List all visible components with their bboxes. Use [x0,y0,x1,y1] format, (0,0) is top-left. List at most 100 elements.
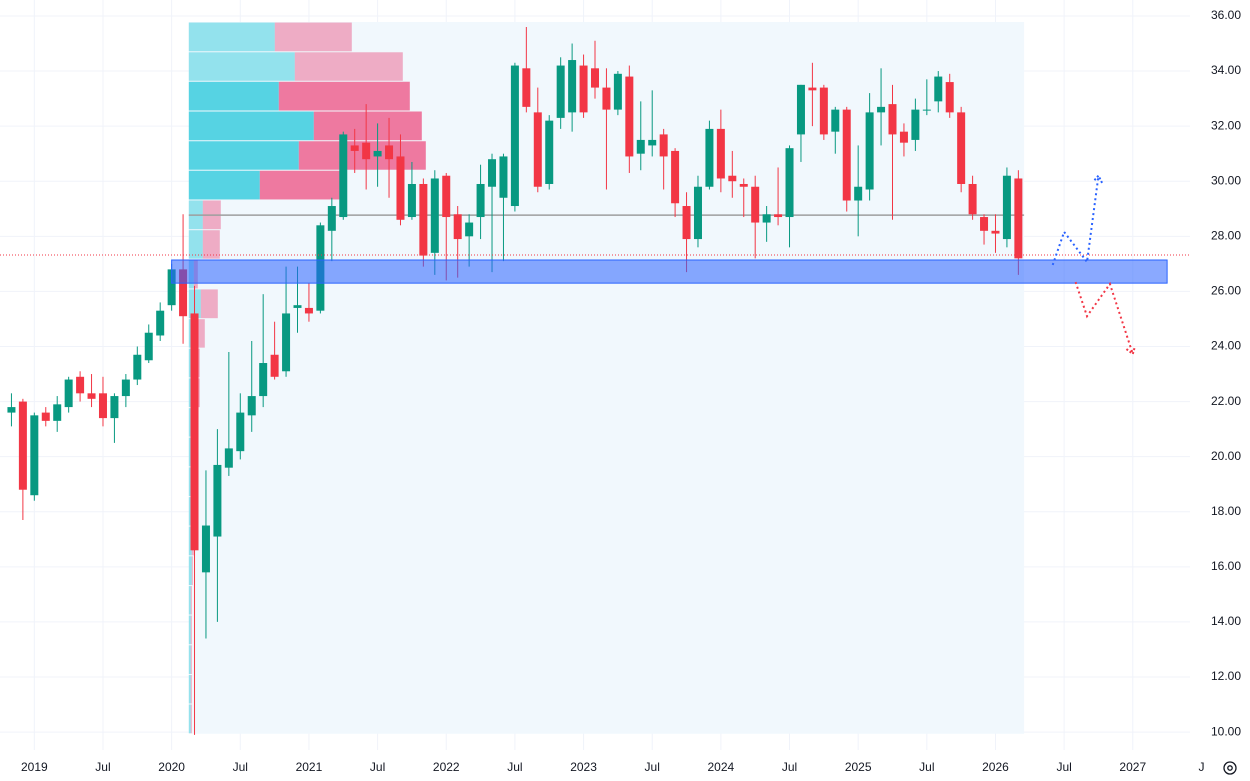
x-tick-label: 2026 [982,760,1009,774]
y-tick-label: 12.00 [1211,669,1241,683]
profile-down-bar [190,586,192,615]
candle-body [751,186,760,223]
x-tick-label: Jul [370,760,385,774]
candle-body [201,525,210,573]
candle-body [854,186,863,201]
candle-body [133,354,142,380]
candle-body [350,145,359,151]
candle-body [877,106,886,113]
projection-arrowhead [1125,345,1136,356]
candle-body [888,104,897,135]
candle-body [728,175,737,182]
candle-body [453,214,462,240]
projection-path [1074,281,1134,355]
profile-up-bar [188,645,191,675]
x-tick-label: Jul [645,760,660,774]
candle-body [1002,175,1011,240]
profile-up-bar [188,586,191,615]
x-tick-label: 2027 [1119,760,1146,774]
candle-body [865,112,874,190]
x-tick-label: Jul [919,760,934,774]
candle-body [144,332,153,361]
projection-arrowhead [1092,173,1103,184]
profile-up-bar [188,526,192,556]
y-tick-label: 10.00 [1211,724,1241,738]
profile-up-bar [188,52,295,81]
candle-body [510,65,519,207]
candle-body [190,313,199,551]
candle-body [1014,178,1023,259]
candle-body [716,128,725,179]
x-tick-label: 2021 [296,760,323,774]
candle-body [465,222,474,237]
profile-up-bar [188,615,191,645]
x-tick-label: Jul [782,760,797,774]
candle-body [648,139,657,146]
candle-body [41,412,50,421]
candle-body [339,134,348,218]
y-tick-label: 22.00 [1211,394,1241,408]
y-tick-label: 34.00 [1211,63,1241,77]
profile-up-bar [188,556,192,586]
profile-down-bar [259,170,344,200]
candle-body [476,183,485,218]
profile-up-bar [188,675,191,704]
candle-body [327,206,336,231]
profile-down-bar [313,111,422,141]
candle-body [270,354,279,377]
candle-body [831,109,840,132]
y-tick-label: 36.00 [1211,8,1241,22]
candle-body [282,313,291,372]
x-tick-label: 2024 [708,760,735,774]
x-tick-label: Jul [1056,760,1071,774]
x-tick-label: J [1198,760,1204,774]
x-tick-label: 2020 [158,760,185,774]
candle-body [224,448,233,468]
candle-body [934,76,943,102]
profile-down-bar [191,556,193,586]
y-tick-label: 18.00 [1211,504,1241,518]
profile-down-bar [278,81,410,111]
profile-up-bar [188,497,192,526]
candle-body [179,269,188,317]
candle-body [957,112,966,184]
candle-body [236,412,245,452]
candle-body [522,68,531,107]
price-axis-panel [1190,0,1250,781]
candle-body [625,76,634,157]
y-tick-label: 24.00 [1211,339,1241,353]
candle-body [842,109,851,201]
x-tick-label: Jul [233,760,248,774]
profile-up-bar [188,437,192,467]
candle-body [991,230,1000,234]
candle-body [304,307,313,314]
candle-body [396,156,405,220]
settings-icon[interactable] [1223,761,1237,775]
candle-body [945,82,954,113]
candle-body [762,214,771,223]
candle-body [659,134,668,157]
candle-body [442,175,451,218]
candle-body [682,206,691,240]
candle-body [808,87,817,91]
candle-body [819,87,828,135]
axes: 10.00 12.00 14.00 16.00 18.00 20.00 22.00 24.00… [21,8,1241,774]
candle-body [488,159,497,187]
candle-body [499,156,508,198]
candle-body [18,401,27,490]
candle-body [76,376,85,394]
candle-body [911,109,920,140]
y-tick-label: 28.00 [1211,228,1241,242]
candle-body [968,183,977,215]
candle-body [533,112,542,187]
profile-up-bar [188,111,314,141]
plot-area [0,0,1190,750]
candle-body [785,148,794,218]
candle-body [87,393,96,399]
y-tick-label: 14.00 [1211,614,1241,628]
profile-down-bar [200,289,218,319]
x-tick-label: 2025 [845,760,872,774]
candle-body [899,131,908,143]
